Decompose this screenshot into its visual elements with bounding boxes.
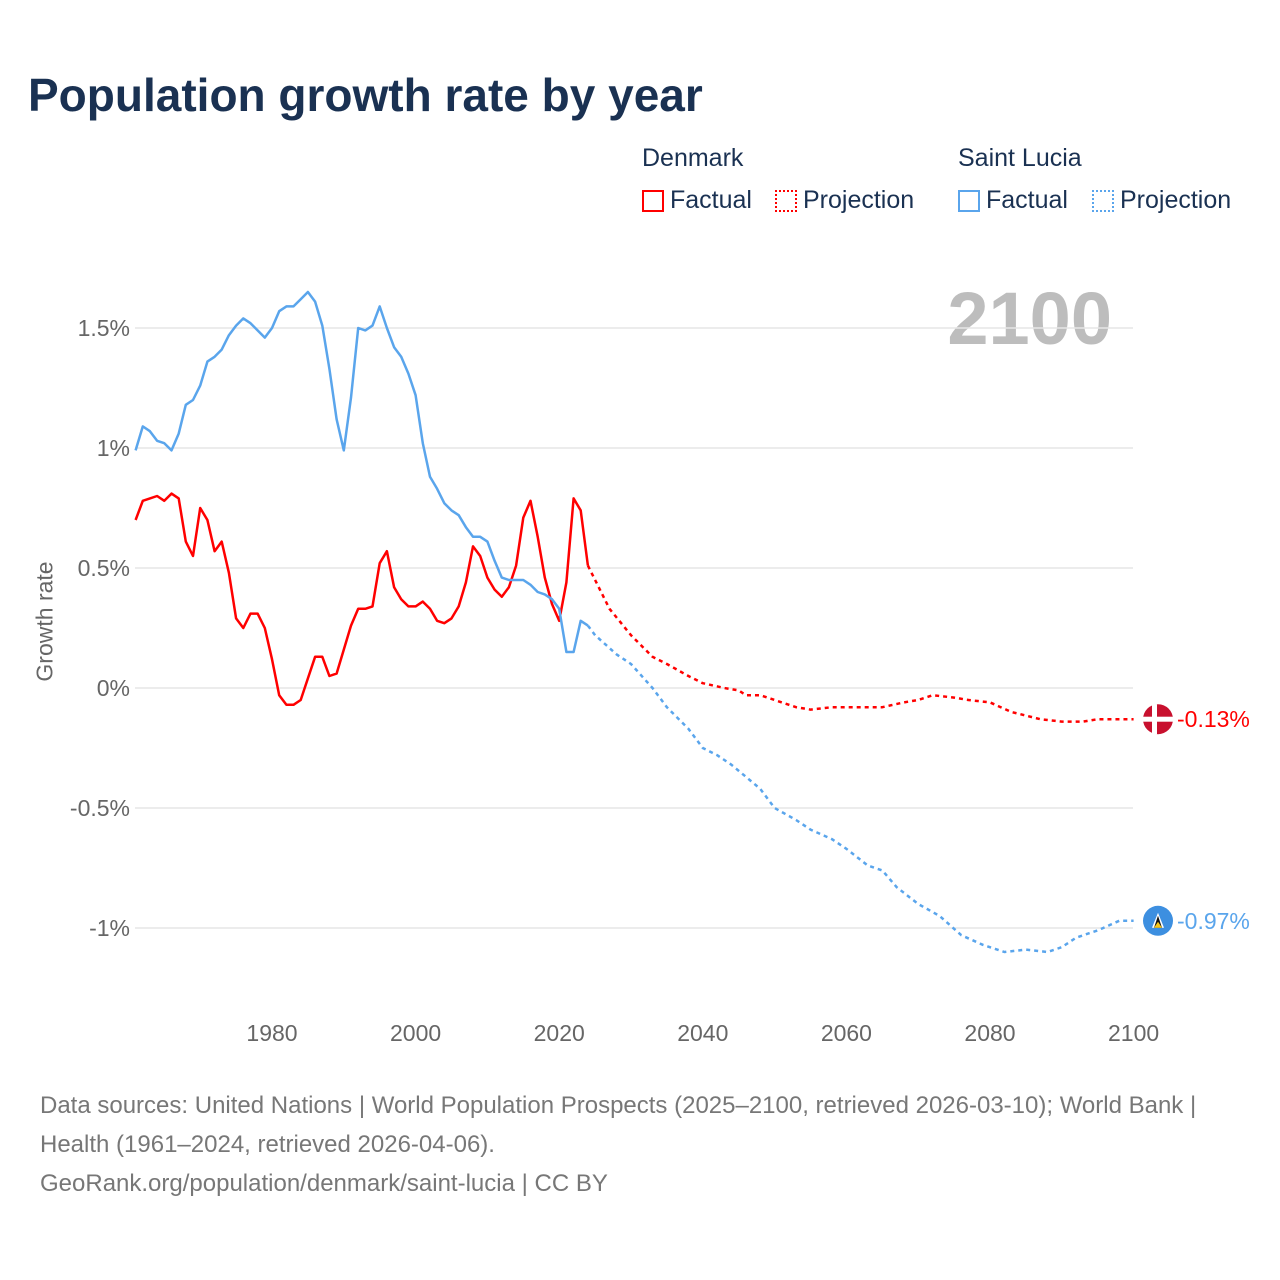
- legend-swatch-dotted: [775, 189, 797, 212]
- flag-triangle: [1154, 921, 1162, 928]
- legend-saint-lucia-projection[interactable]: Projection: [1092, 186, 1231, 215]
- legend-group-denmark: Denmark: [642, 144, 744, 172]
- chart-title: Population growth rate by year: [28, 69, 703, 121]
- x-tick-label: 2040: [677, 1020, 728, 1046]
- credit-link[interactable]: GeoRank.org/population/denmark/saint-luc…: [40, 1170, 608, 1197]
- y-tick-label: 0.5%: [78, 555, 130, 581]
- legend-swatch-dotted: [1092, 189, 1114, 212]
- y-tick-label: 0%: [97, 675, 130, 701]
- legend-label: Projection: [803, 186, 915, 214]
- year-indicator: 2100: [947, 277, 1112, 360]
- x-tick-label: 2100: [1108, 1020, 1159, 1046]
- x-tick-label: 2020: [534, 1020, 585, 1046]
- legend-swatch-solid: [642, 189, 664, 212]
- end-value-label: -0.13%: [1177, 706, 1250, 732]
- legend-label: Factual: [986, 186, 1068, 214]
- x-tick-label: 2000: [390, 1020, 441, 1046]
- series-line-denmark-factual: [134, 492, 590, 707]
- flag-cross: [1143, 716, 1173, 722]
- y-tick-label: 1.5%: [78, 315, 130, 341]
- legend-group-saint-lucia: Saint Lucia: [958, 144, 1082, 172]
- series-line-saint-lucia-factual: [134, 290, 589, 654]
- flag-denmark-icon: [1143, 704, 1173, 735]
- legend-denmark-projection[interactable]: Projection: [775, 186, 914, 215]
- y-tick-label: -1%: [89, 915, 130, 941]
- y-tick-label: 1%: [97, 435, 130, 461]
- end-value-label: -0.97%: [1177, 908, 1250, 934]
- legend-swatch-solid: [958, 189, 980, 212]
- legend-denmark-factual[interactable]: Factual: [642, 186, 752, 215]
- x-tick-label: 2060: [821, 1020, 872, 1046]
- series-line-denmark-projection: [586, 565, 1134, 723]
- legend-saint-lucia-factual[interactable]: Factual: [958, 186, 1068, 215]
- x-tick-label: 1980: [246, 1020, 297, 1046]
- legend-label: Projection: [1120, 186, 1232, 214]
- y-tick-label: -0.5%: [70, 795, 130, 821]
- legend-label: Factual: [670, 186, 752, 214]
- x-tick-label: 2080: [964, 1020, 1015, 1046]
- data-sources: Data sources: United Nations | World Pop…: [40, 1092, 1197, 1158]
- flag-saint-lucia-icon: [1143, 905, 1173, 936]
- series-line-saint-lucia-projection: [586, 624, 1134, 954]
